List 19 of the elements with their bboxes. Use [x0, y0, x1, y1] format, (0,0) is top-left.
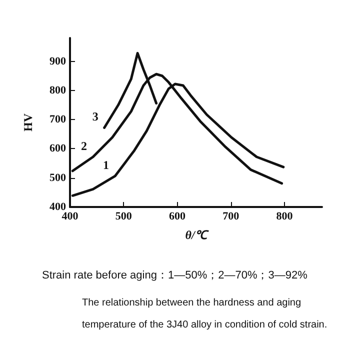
y-tick-label: 900: [50, 55, 66, 68]
text: The relationship between the hardness and aging: [82, 298, 302, 308]
x-tick-label: 700: [222, 210, 240, 222]
annotation: 3: [92, 110, 98, 124]
text: temperature of the 3J40 alloy in condition of cold strain.: [82, 320, 328, 330]
y-tick-label: 400: [50, 201, 66, 213]
y-tick-label: 500: [50, 172, 66, 184]
x-tick-label: 800: [276, 210, 294, 222]
x-tick-label: 500: [115, 210, 132, 222]
text: Strain rate before aging：1—50%；2—70%；3—92%: [42, 270, 308, 282]
y-axis-title: HV: [21, 113, 35, 132]
y-tick-label: 700: [50, 114, 66, 126]
y-tick-label: 800: [50, 84, 66, 96]
y-tick-label: 600: [50, 142, 66, 155]
x-tick-label: 600: [168, 210, 186, 222]
annotation: 1: [103, 158, 110, 172]
annotation: 2: [81, 138, 88, 153]
x-axis-title: θ/℃: [185, 228, 210, 242]
x-tick-label: 400: [62, 210, 79, 222]
